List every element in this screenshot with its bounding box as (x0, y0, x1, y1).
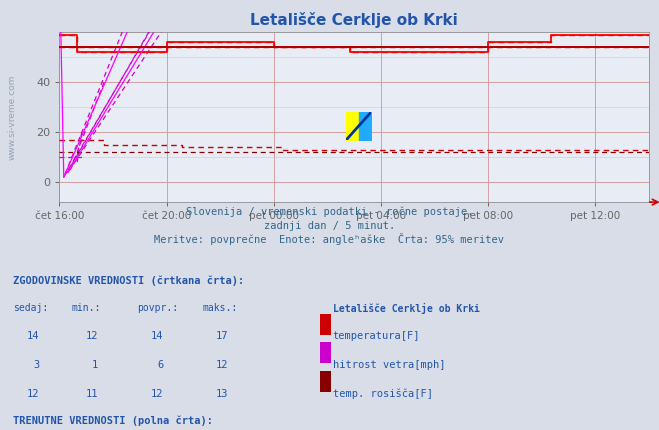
Text: sedaj:: sedaj: (13, 303, 48, 313)
Text: Meritve: povprečne  Enote: angleʰaške  Črta: 95% meritev: Meritve: povprečne Enote: angleʰaške Črt… (154, 233, 505, 246)
Title: Letališče Cerklje ob Krki: Letališče Cerklje ob Krki (250, 12, 458, 28)
Text: 17: 17 (216, 332, 229, 341)
Bar (320, 314, 331, 335)
Text: 12: 12 (216, 360, 229, 370)
Text: 12: 12 (27, 389, 40, 399)
Text: 13: 13 (216, 389, 229, 399)
Bar (320, 371, 331, 392)
Text: 6: 6 (157, 360, 163, 370)
Text: hitrost vetra[mph]: hitrost vetra[mph] (333, 360, 445, 370)
Text: 11: 11 (86, 389, 98, 399)
Text: povpr.:: povpr.: (137, 303, 178, 313)
Text: maks.:: maks.: (202, 303, 237, 313)
Text: 14: 14 (27, 332, 40, 341)
Text: 3: 3 (33, 360, 40, 370)
Text: Slovenija / vremenski podatki - ročne postaje.: Slovenija / vremenski podatki - ročne po… (186, 206, 473, 217)
Text: TRENUTNE VREDNOSTI (polna črta):: TRENUTNE VREDNOSTI (polna črta): (13, 416, 213, 426)
Text: zadnji dan / 5 minut.: zadnji dan / 5 minut. (264, 221, 395, 231)
Bar (320, 342, 331, 363)
Text: 14: 14 (151, 332, 163, 341)
Text: 1: 1 (92, 360, 98, 370)
Text: Letališče Cerklje ob Krki: Letališče Cerklje ob Krki (333, 303, 480, 314)
Text: 12: 12 (151, 389, 163, 399)
Text: ZGODOVINSKE VREDNOSTI (črtkana črta):: ZGODOVINSKE VREDNOSTI (črtkana črta): (13, 276, 244, 286)
Text: min.:: min.: (72, 303, 101, 313)
Text: www.si-vreme.com: www.si-vreme.com (7, 74, 16, 160)
Text: temp. rosišča[F]: temp. rosišča[F] (333, 389, 433, 399)
Text: temperatura[F]: temperatura[F] (333, 332, 420, 341)
Text: 12: 12 (86, 332, 98, 341)
